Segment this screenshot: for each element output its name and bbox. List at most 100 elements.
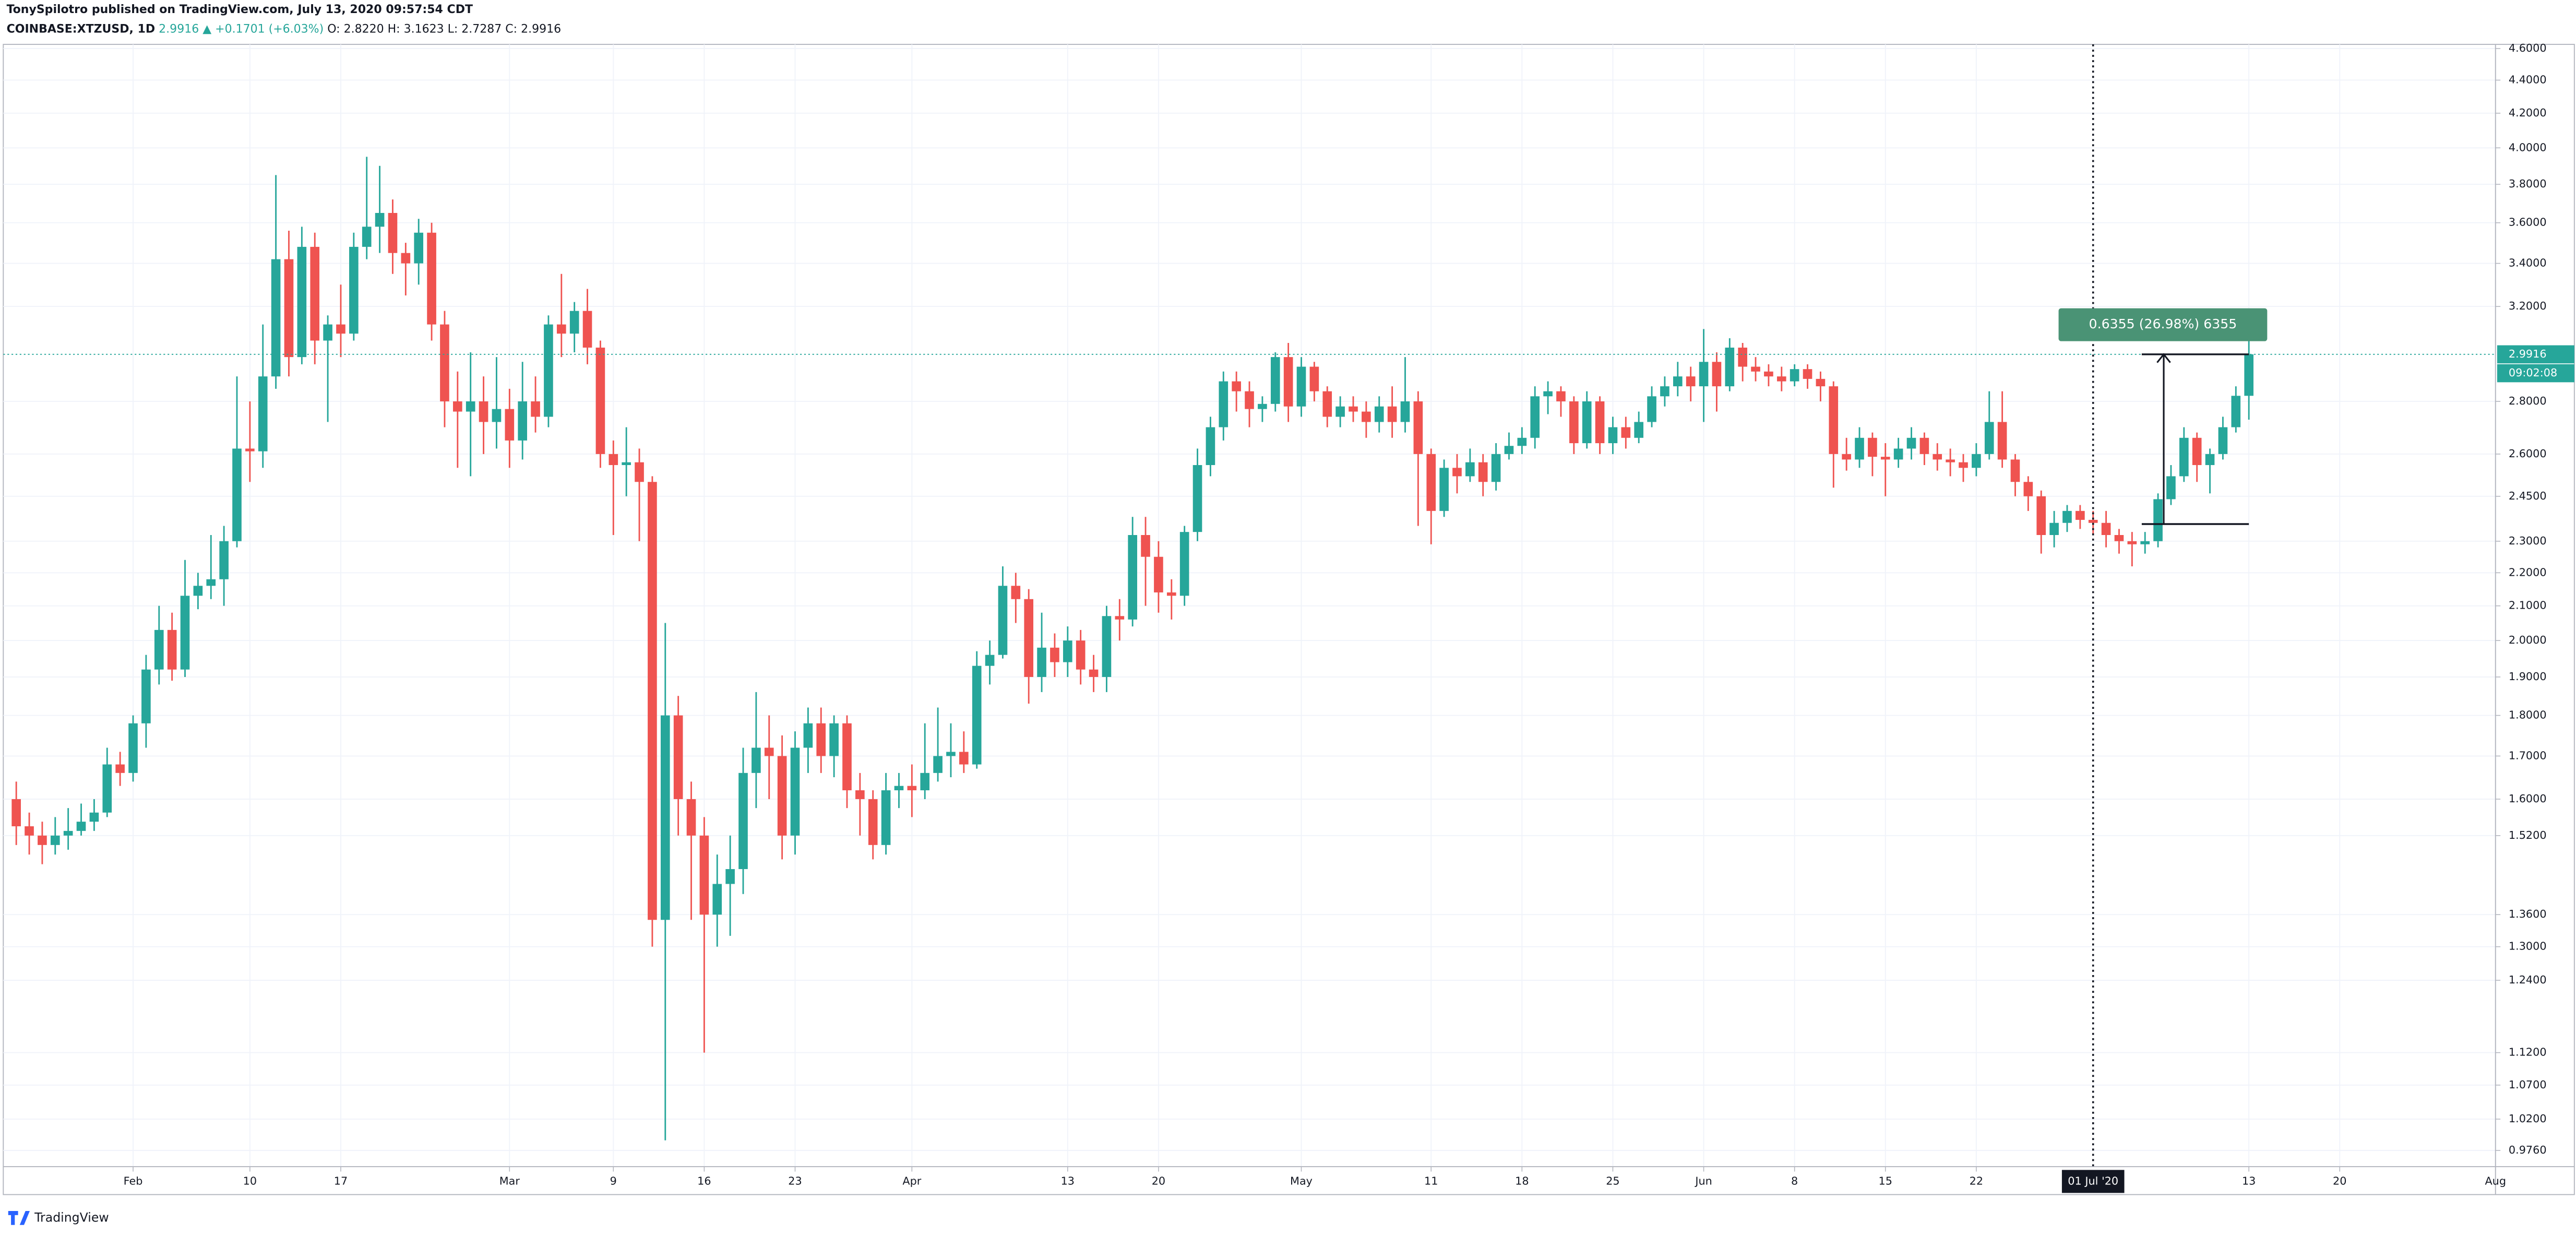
candle-body [544,324,553,417]
y-tick-label: 3.4000 [2509,257,2547,269]
candle-body [2231,396,2241,428]
candle-body [63,830,73,836]
candle-body [1349,406,1358,412]
candle-body [193,586,203,596]
x-tick-label: 16 [697,1174,711,1187]
measure-arrow-head [2156,353,2171,363]
candle-body [1387,406,1397,422]
candle-body [622,462,631,465]
candle-body [1335,406,1345,417]
candle-body [1829,386,1839,454]
y-tick-label: 2.4500 [2509,490,2547,502]
candle-body [2166,476,2176,500]
candle-body [972,666,982,765]
candle-body [1452,468,1462,477]
x-tick-label: 22 [1970,1174,1983,1187]
candle-body [1426,454,1436,511]
candle-body [50,835,60,845]
measure-label-box [2058,308,2268,341]
candle-body [388,212,398,253]
candle-body [38,835,47,845]
candle-body [1400,401,1410,422]
candle-body [297,246,307,358]
x-tick-label: Jun [1694,1174,1712,1187]
candle-body [855,790,865,799]
candle-body [582,311,592,348]
countdown-label: 09:02:08 [2509,366,2557,379]
y-tick-label: 1.0200 [2509,1112,2547,1125]
candle-body [2010,459,2020,482]
candle-body [1660,386,1669,397]
candle-body [635,462,644,482]
candle-body [699,835,709,915]
candle-body [1374,406,1384,422]
candle-body [1608,427,1618,444]
x-tick-label: 25 [1606,1174,1619,1187]
candle-body [310,246,320,341]
symbol: COINBASE:XTZUSD, 1D [7,23,156,36]
candle-body [1855,437,1864,460]
candle-body [569,311,579,334]
candle-body [25,826,34,836]
candle-body [466,401,475,412]
ohlc: O: 2.8220 H: 3.1623 L: 2.7287 C: 2.9916 [327,23,561,36]
candle-body [790,747,800,836]
candle-body [1880,457,1890,460]
candle-body [141,669,151,723]
candle-body [1413,401,1423,454]
candle-body [1179,532,1189,596]
logo-icon [8,1211,30,1225]
y-tick-label: 2.2000 [2509,566,2547,578]
x-tick-label: Aug [2485,1174,2506,1187]
candle-body [1790,369,1799,382]
candle-body [1465,462,1475,477]
candle-body [206,579,216,586]
candle-body [1906,437,1916,449]
candle-body [1543,391,1553,397]
candle-body [89,812,99,822]
countdown-box [2497,364,2574,383]
y-tick-label: 2.6000 [2509,447,2547,460]
candle-body [712,884,722,915]
crosshair-box [2061,1170,2125,1193]
y-tick-label: 1.7000 [2509,749,2547,762]
candle-body [803,723,813,748]
y-tick-label: 2.3000 [2509,535,2547,547]
candle-body [1997,422,2007,460]
candle-body [1673,376,1683,387]
candle-body [336,324,345,334]
candle-body [1011,586,1021,599]
candle-body [154,630,164,670]
candle-body [1362,411,1371,422]
y-tick-label: 3.8000 [2509,177,2547,190]
candle-body [349,246,359,334]
candle-body [1024,599,1034,677]
candle-body [842,723,852,791]
x-tick-label: 17 [334,1174,348,1187]
candle-body [985,655,995,666]
candle-body [11,799,21,826]
candle-body [933,756,943,773]
candle-body [115,764,125,773]
y-tick-label: 4.0000 [2509,141,2547,153]
candle-body [2023,482,2033,496]
measure-label: 0.6355 (26.98%) 6355 [2089,316,2237,331]
candle-body [1517,437,1527,446]
candle-body [440,324,449,401]
candle-body [764,747,774,756]
y-tick-label: 4.2000 [2509,106,2547,119]
candle-body [427,232,436,325]
y-tick-label: 1.2400 [2509,973,2547,986]
candle-body [2127,541,2137,544]
y-tick-label: 1.8000 [2509,709,2547,721]
candle-body [1816,378,1826,387]
candle-body [1842,454,1851,460]
symbol-line: COINBASE:XTZUSD, 1D 2.9916 ▲ +0.1701 (+6… [7,23,562,36]
candle-body [1115,616,1125,620]
candle-body [492,409,502,422]
candle-body [245,448,255,452]
candle-body [1868,437,1877,457]
candle-body [660,715,670,920]
candle-body [1959,462,1968,468]
